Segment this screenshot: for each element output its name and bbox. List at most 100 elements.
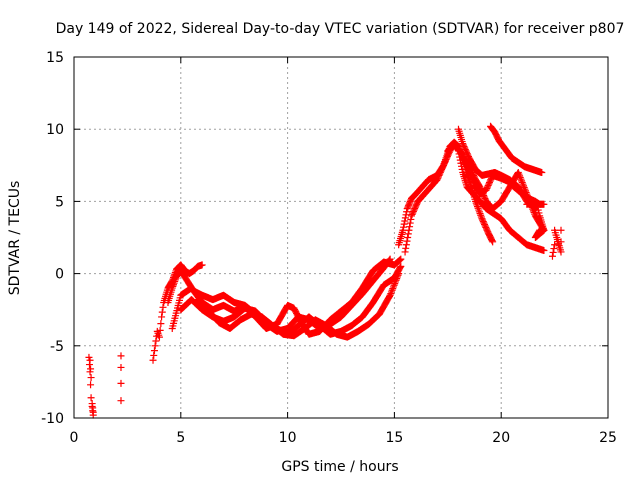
data-point bbox=[158, 313, 166, 321]
data-point bbox=[389, 283, 397, 291]
data-point bbox=[475, 208, 483, 216]
data-point bbox=[518, 177, 526, 185]
series-track-1 bbox=[85, 353, 97, 419]
data-point bbox=[171, 276, 179, 284]
data-point bbox=[402, 241, 410, 249]
plot-frame bbox=[73, 56, 609, 419]
data-point bbox=[404, 230, 412, 238]
series-track-13 bbox=[487, 122, 546, 177]
data-point bbox=[395, 270, 403, 278]
data-point bbox=[393, 275, 401, 283]
data-point bbox=[394, 271, 402, 279]
data-point bbox=[516, 174, 524, 182]
data-point bbox=[401, 214, 409, 222]
series-track-3 bbox=[117, 352, 125, 405]
y-tick-label: 15 bbox=[46, 50, 64, 66]
data-point bbox=[401, 217, 409, 225]
data-point bbox=[387, 288, 395, 296]
data-point bbox=[87, 381, 95, 389]
x-tick-label: 0 bbox=[70, 430, 79, 446]
data-point bbox=[557, 226, 565, 234]
data-point bbox=[476, 210, 484, 218]
data-point bbox=[87, 374, 95, 382]
data-point bbox=[86, 356, 94, 364]
y-tick-label: 10 bbox=[46, 122, 64, 138]
data-point bbox=[157, 320, 165, 328]
data-point bbox=[533, 203, 541, 211]
data-point bbox=[518, 179, 526, 187]
data-point bbox=[169, 282, 177, 290]
data-point bbox=[390, 281, 398, 289]
x-tick-label: 5 bbox=[176, 430, 185, 446]
data-point bbox=[472, 199, 480, 207]
data-point bbox=[517, 175, 525, 183]
data-point bbox=[489, 238, 497, 246]
series-track-8 bbox=[194, 270, 403, 341]
data-point bbox=[117, 397, 125, 405]
data-point bbox=[535, 227, 543, 235]
x-tick-label: 10 bbox=[279, 430, 297, 446]
y-tick-label: 5 bbox=[55, 194, 64, 210]
data-point bbox=[407, 215, 415, 223]
data-point bbox=[400, 223, 408, 231]
data-point bbox=[550, 245, 558, 253]
data-point bbox=[149, 356, 157, 364]
data-point bbox=[392, 276, 400, 284]
axis-ticks: 0 5 10 15 20 25 -10 -5 0 5 10 15 bbox=[41, 50, 617, 446]
data-point bbox=[520, 182, 528, 190]
series-track-16 bbox=[548, 226, 565, 260]
data-point bbox=[406, 223, 414, 231]
data-point bbox=[388, 286, 396, 294]
data-point bbox=[171, 277, 179, 285]
data-point bbox=[117, 363, 125, 371]
y-tick-label: 0 bbox=[55, 267, 64, 283]
data-point bbox=[198, 261, 206, 269]
data-point bbox=[396, 264, 404, 272]
data-point bbox=[516, 172, 524, 180]
data-point bbox=[117, 352, 125, 360]
data-point bbox=[472, 197, 480, 205]
y-axis-label: SDTVAR / TECUs bbox=[7, 181, 23, 296]
data-point bbox=[538, 169, 546, 177]
data-point bbox=[399, 226, 407, 234]
data-point bbox=[402, 211, 410, 219]
data-point bbox=[548, 252, 556, 260]
data-point bbox=[551, 241, 559, 249]
data-point bbox=[477, 211, 485, 219]
data-point bbox=[150, 347, 158, 355]
data-point bbox=[473, 201, 481, 209]
data-point bbox=[474, 204, 482, 212]
data-point bbox=[386, 291, 394, 299]
data-point bbox=[405, 226, 413, 234]
data-point bbox=[150, 351, 158, 359]
x-tick-label: 25 bbox=[599, 430, 617, 446]
data-point bbox=[87, 394, 95, 402]
data-point bbox=[515, 170, 523, 178]
data-point bbox=[536, 226, 544, 234]
data-point bbox=[404, 234, 412, 241]
data-point bbox=[557, 248, 565, 256]
data-point bbox=[389, 285, 397, 293]
data-point bbox=[519, 180, 527, 188]
data-point bbox=[387, 290, 395, 298]
data-point bbox=[532, 202, 540, 210]
data-point bbox=[477, 213, 485, 221]
y-tick-label: -5 bbox=[50, 339, 64, 355]
data-point bbox=[540, 200, 548, 208]
data-point bbox=[406, 219, 414, 227]
data-point bbox=[557, 238, 565, 246]
data-point bbox=[393, 273, 401, 281]
data-point bbox=[159, 303, 167, 311]
data-point bbox=[402, 244, 410, 252]
x-axis-label: GPS time / hours bbox=[281, 459, 398, 475]
data-point bbox=[540, 246, 548, 254]
data-point bbox=[439, 163, 447, 171]
data-point bbox=[475, 206, 483, 214]
data-point bbox=[391, 278, 399, 286]
grid-lines bbox=[74, 57, 608, 418]
data-point bbox=[488, 237, 496, 245]
series-track-2 bbox=[86, 356, 97, 416]
data-point bbox=[152, 337, 160, 345]
series-track-4 bbox=[149, 261, 206, 364]
data-point bbox=[168, 284, 176, 292]
